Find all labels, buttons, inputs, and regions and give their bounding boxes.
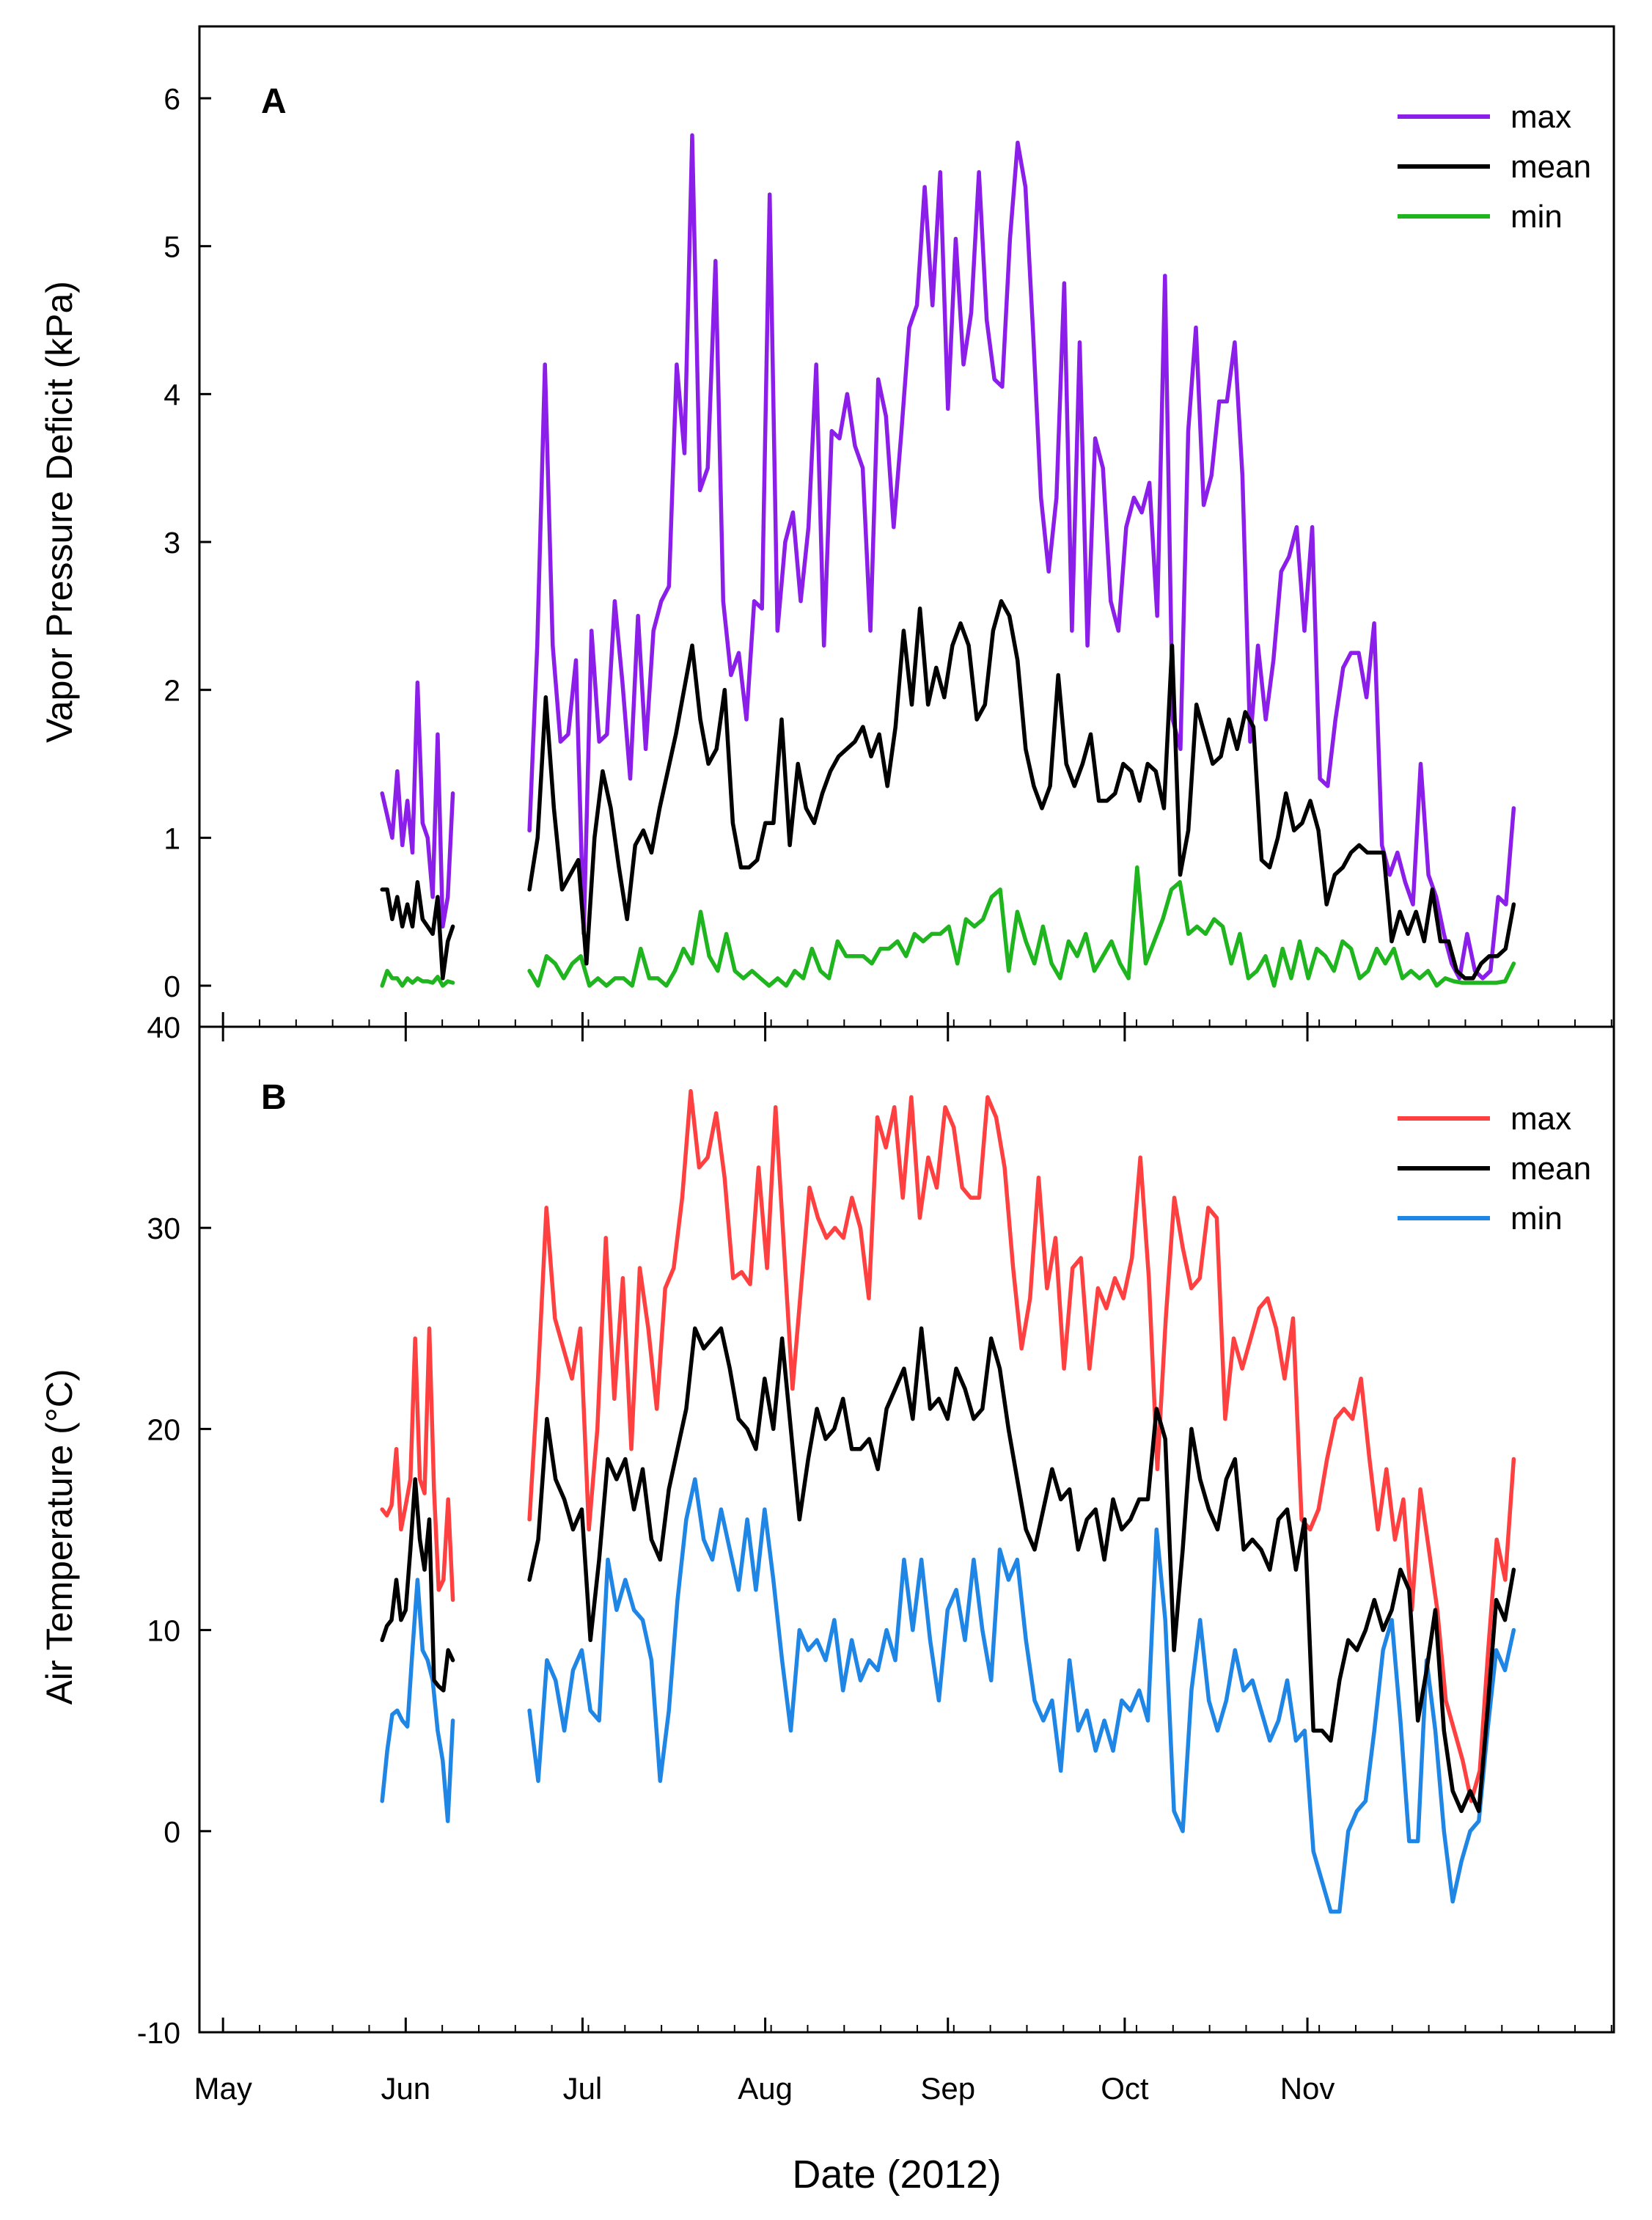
- panel-a-y-tick-label: 4: [164, 378, 180, 411]
- x-tick-label-jun: Jun: [381, 2071, 430, 2106]
- panel-b-y-tick-label: 30: [147, 1212, 180, 1245]
- x-axis-labels: May Jun Jul Aug Sep Oct Nov Date (2012): [194, 2071, 1335, 2197]
- panel-b-series-max-line-segment-1: [380, 1326, 455, 1602]
- panel-a-series-lines: [380, 133, 1516, 988]
- panel-b-series-lines: [380, 1088, 1516, 1914]
- panel-a-legend-max-label: max: [1510, 99, 1571, 135]
- panel-a-series-max-line-segment-1: [380, 680, 455, 929]
- panel-b-y-tick-label: 20: [147, 1413, 180, 1446]
- panel-b-series-min-line-segment-1: [380, 1578, 455, 1823]
- panel-b-label: B: [261, 1078, 287, 1117]
- panel-a-series-min-line-segment-2: [527, 865, 1516, 988]
- panel-a-series-max-line-segment-2: [527, 133, 1516, 981]
- panel-a-label: A: [261, 82, 287, 121]
- panel-a-series-mean-line-segment-1: [380, 880, 455, 981]
- panel-b-y-tick-label: 10: [147, 1614, 180, 1648]
- panel-b-frame: [198, 1025, 1615, 2034]
- panel-b-series-max-line-segment-2: [527, 1088, 1516, 1803]
- x-tick-label-aug: Aug: [738, 2071, 793, 2106]
- panel-b-legend-mean-label: mean: [1510, 1151, 1591, 1187]
- panel-a-y-axis-title: Vapor Pressure Deficit (kPa): [39, 281, 80, 743]
- panel-b-series-mean-line-segment-2: [527, 1326, 1516, 1814]
- panel-a-y-tick-label: 6: [164, 82, 180, 116]
- panel-a-legend-min-label: min: [1510, 199, 1563, 235]
- panel-a-legend: max mean min: [1398, 99, 1591, 235]
- x-tick-label-nov: Nov: [1280, 2071, 1335, 2106]
- panel-a-series-mean-line-segment-2: [527, 598, 1516, 981]
- panel-b-y-tick-label: 40: [147, 1011, 180, 1044]
- panel-b-y-tick-label: 0: [164, 1815, 180, 1849]
- panel-a-y-tick-label: 5: [164, 230, 180, 264]
- panel-b-series-min-line-segment-2: [527, 1477, 1516, 1914]
- panel-b-series-mean-line-segment-1: [380, 1477, 455, 1693]
- panel-a-y-tick-label: 2: [164, 674, 180, 708]
- x-axis-title: Date (2012): [792, 2153, 1001, 2197]
- panel-a-legend-mean-label: mean: [1510, 149, 1591, 185]
- panel-a-series-min-line-segment-1: [380, 969, 455, 988]
- x-tick-label-sep: Sep: [920, 2071, 975, 2106]
- panel-b-legend: max mean min: [1398, 1101, 1591, 1237]
- panel-b-y-tick-label: -10: [137, 2016, 180, 2050]
- panel-a-y-tick-label: 0: [164, 970, 180, 1003]
- panel-b: -10 0 10 20 30 40 B Air Temperature (°C) max mean…: [39, 1011, 1615, 2050]
- panel-b-legend-max-label: max: [1510, 1101, 1571, 1137]
- panel-b-legend-min-label: min: [1510, 1201, 1563, 1237]
- panel-a-y-tick-label: 3: [164, 526, 180, 560]
- x-tick-label-jul: Jul: [563, 2071, 603, 2106]
- panel-b-y-axis-title: Air Temperature (°C): [39, 1369, 80, 1704]
- x-tick-label-may: May: [194, 2071, 252, 2106]
- x-tick-label-oct: Oct: [1101, 2071, 1149, 2106]
- panel-a-y-tick-label: 1: [164, 821, 180, 855]
